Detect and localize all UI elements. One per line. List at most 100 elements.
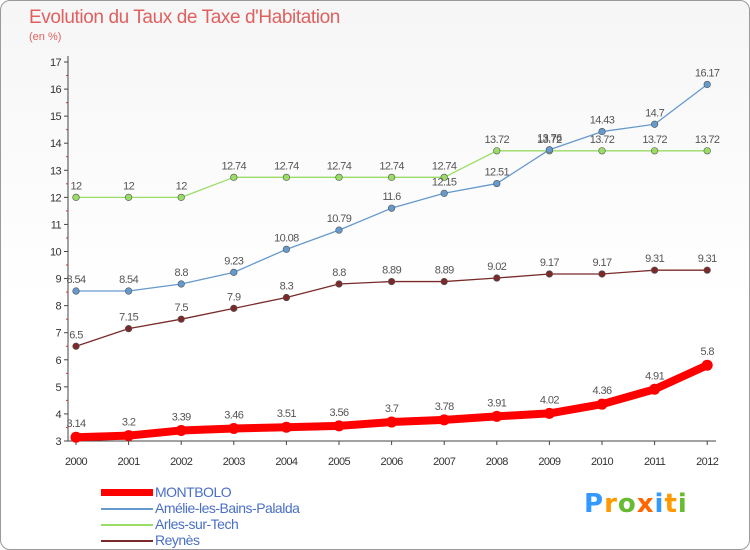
data-label: 8.8	[332, 267, 346, 279]
data-point	[438, 414, 450, 426]
data-label: 8.8	[174, 267, 188, 279]
logo-letter: P	[584, 489, 605, 519]
logo-letter: x	[636, 489, 655, 519]
data-label: 3.14	[66, 418, 85, 430]
data-label: 8.3	[280, 281, 294, 293]
data-point	[175, 424, 187, 436]
data-label: 13.72	[537, 134, 562, 146]
data-label: 13.72	[590, 134, 615, 146]
data-label: 4.36	[592, 385, 611, 397]
data-point	[703, 80, 711, 89]
data-point	[703, 147, 711, 155]
data-label: 9.02	[487, 261, 506, 273]
x-tick-label: 2009	[538, 456, 561, 468]
y-tick-label: 16	[50, 84, 62, 96]
legend-swatch	[101, 524, 153, 526]
y-tick-label: 15	[50, 111, 62, 123]
data-point	[124, 325, 133, 333]
data-label: 7.9	[227, 291, 241, 303]
y-tick-label: 11	[51, 219, 62, 231]
data-label: 12.74	[222, 160, 247, 172]
data-label: 16.17	[695, 67, 720, 79]
x-tick-label: 2004	[275, 456, 298, 468]
legend-swatch	[101, 489, 153, 496]
data-label: 4.02	[540, 394, 559, 406]
data-point	[230, 173, 238, 181]
data-point	[650, 266, 659, 274]
proxiti-logo: Proxiti	[584, 489, 688, 519]
data-label: 10.08	[274, 232, 299, 244]
data-point	[545, 270, 554, 278]
data-point	[388, 204, 396, 212]
data-label: 9.17	[592, 257, 611, 269]
data-label: 3.46	[224, 410, 243, 422]
data-point	[493, 179, 501, 188]
data-label: 8.89	[435, 265, 454, 277]
logo-letter: i	[654, 489, 665, 519]
series-layer	[70, 80, 713, 443]
data-label: 12.74	[432, 160, 457, 172]
data-label: 3.2	[122, 417, 136, 429]
data-label: 11.6	[382, 191, 401, 203]
data-label: 7.15	[119, 312, 138, 324]
data-point	[545, 146, 554, 154]
data-label: 7.5	[174, 302, 188, 314]
x-tick-label: 2003	[223, 456, 246, 468]
data-point	[282, 293, 291, 302]
x-tick-label: 2000	[65, 456, 88, 468]
data-point	[650, 120, 659, 128]
data-point	[598, 147, 606, 155]
data-label: 10.79	[327, 213, 352, 225]
data-label: 14.43	[590, 115, 615, 127]
data-point	[230, 268, 238, 276]
legend-swatch	[101, 540, 153, 542]
data-label: 8.54	[66, 274, 85, 286]
data-point	[177, 280, 185, 288]
data-label: 12	[123, 180, 135, 192]
logo-letter: t	[664, 489, 678, 519]
data-label: 4.91	[645, 370, 664, 382]
data-point	[701, 359, 713, 371]
data-label: 12.15	[432, 176, 457, 188]
data-label: 5.8	[700, 346, 714, 358]
data-label: 3.78	[435, 401, 454, 413]
data-point	[123, 430, 135, 442]
x-tick-label: 2011	[644, 456, 666, 468]
chart-axes: 3 4 5 6 7 8 9 10 11 12 13 14 15 16 17 2000 2001 2002 2003 2…	[50, 56, 719, 468]
data-label: 3.7	[385, 403, 399, 415]
y-tick-label: 7	[55, 328, 61, 340]
y-tick-label: 10	[50, 247, 62, 259]
data-label: 6.5	[69, 329, 83, 341]
logo-letter: o	[617, 489, 637, 519]
data-point	[386, 416, 398, 428]
data-point	[598, 127, 606, 136]
data-point	[440, 173, 448, 181]
data-point	[493, 274, 501, 282]
data-point	[72, 193, 80, 201]
data-label: 9.31	[645, 253, 664, 265]
data-point	[72, 287, 80, 295]
data-label: 9.23	[224, 255, 243, 267]
y-tick-label: 4	[55, 409, 61, 421]
data-point	[440, 189, 448, 197]
y-tick-label: 9	[55, 274, 61, 286]
data-label: 13.72	[642, 134, 667, 146]
data-point	[282, 173, 291, 181]
logo-letter: i	[677, 489, 688, 519]
y-tick-label: 14	[50, 138, 62, 150]
data-label: 12.74	[379, 160, 404, 172]
x-tick-label: 2007	[433, 456, 456, 468]
data-point	[335, 173, 343, 181]
chart-title: Evolution du Taux de Taxe d'Habitation	[29, 7, 340, 28]
data-label: 13.72	[695, 134, 720, 146]
data-point	[333, 420, 345, 432]
data-label: 12	[176, 180, 188, 192]
x-tick-label: 2012	[696, 456, 719, 468]
data-label: 9.31	[698, 253, 717, 265]
data-label: 3.51	[277, 408, 296, 420]
x-tick-label: 2008	[486, 456, 509, 468]
data-point	[177, 315, 185, 323]
y-tick-label: 6	[55, 355, 61, 367]
data-label: 3.56	[329, 407, 348, 419]
